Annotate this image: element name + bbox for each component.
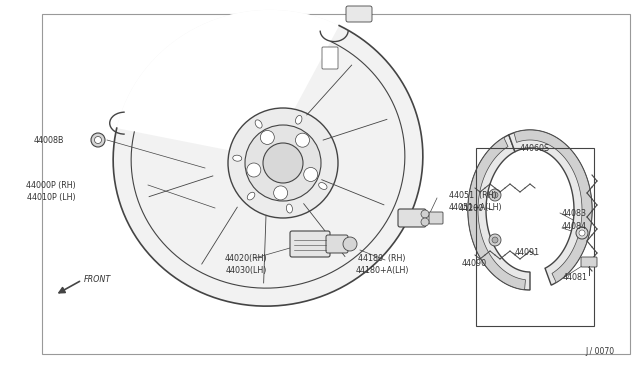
Circle shape — [421, 210, 429, 218]
Circle shape — [91, 133, 105, 147]
Text: 44081: 44081 — [563, 273, 588, 282]
FancyBboxPatch shape — [346, 6, 372, 22]
Ellipse shape — [286, 204, 292, 213]
Text: 44200: 44200 — [459, 203, 484, 212]
Text: 44000P (RH): 44000P (RH) — [26, 180, 76, 189]
Circle shape — [260, 131, 275, 144]
Polygon shape — [113, 10, 423, 306]
FancyBboxPatch shape — [326, 235, 348, 253]
Text: 44020(RH): 44020(RH) — [225, 253, 268, 263]
Text: FRONT: FRONT — [84, 276, 111, 285]
Polygon shape — [468, 135, 530, 290]
Polygon shape — [468, 138, 525, 290]
Circle shape — [228, 108, 338, 218]
FancyBboxPatch shape — [322, 47, 338, 69]
Ellipse shape — [247, 192, 255, 200]
Text: 44010P (LH): 44010P (LH) — [28, 192, 76, 202]
Ellipse shape — [255, 120, 262, 128]
Text: 44060S: 44060S — [520, 144, 550, 153]
Circle shape — [492, 192, 498, 198]
Text: 44180  (RH): 44180 (RH) — [358, 253, 406, 263]
Text: 44084: 44084 — [562, 221, 587, 231]
Circle shape — [579, 230, 585, 236]
Circle shape — [296, 133, 310, 147]
Circle shape — [489, 189, 501, 201]
Text: J / 0070: J / 0070 — [586, 347, 615, 356]
Ellipse shape — [319, 183, 327, 189]
Text: 44180+A(LH): 44180+A(LH) — [355, 266, 409, 275]
Polygon shape — [116, 10, 339, 158]
Text: 44051  (RH): 44051 (RH) — [449, 190, 497, 199]
Circle shape — [274, 186, 287, 200]
Circle shape — [492, 237, 498, 243]
Circle shape — [247, 163, 261, 177]
Circle shape — [95, 137, 102, 144]
Circle shape — [576, 227, 588, 239]
FancyBboxPatch shape — [581, 257, 597, 267]
Text: 44083: 44083 — [562, 208, 587, 218]
Ellipse shape — [233, 155, 242, 161]
Text: 44091: 44091 — [515, 247, 540, 257]
Bar — [476, 148, 594, 326]
Ellipse shape — [296, 115, 302, 124]
Circle shape — [245, 125, 321, 201]
Circle shape — [263, 143, 303, 183]
Circle shape — [489, 234, 501, 246]
Text: 44051+A(LH): 44051+A(LH) — [449, 202, 502, 212]
Text: 44090: 44090 — [462, 260, 487, 269]
Circle shape — [421, 218, 429, 226]
Text: 44008B: 44008B — [33, 135, 64, 144]
FancyBboxPatch shape — [398, 209, 426, 227]
Text: 44030(LH): 44030(LH) — [225, 266, 267, 275]
Polygon shape — [514, 130, 592, 282]
Circle shape — [304, 167, 317, 182]
Polygon shape — [509, 130, 592, 285]
FancyBboxPatch shape — [429, 212, 443, 224]
FancyBboxPatch shape — [290, 231, 330, 257]
Circle shape — [343, 237, 357, 251]
